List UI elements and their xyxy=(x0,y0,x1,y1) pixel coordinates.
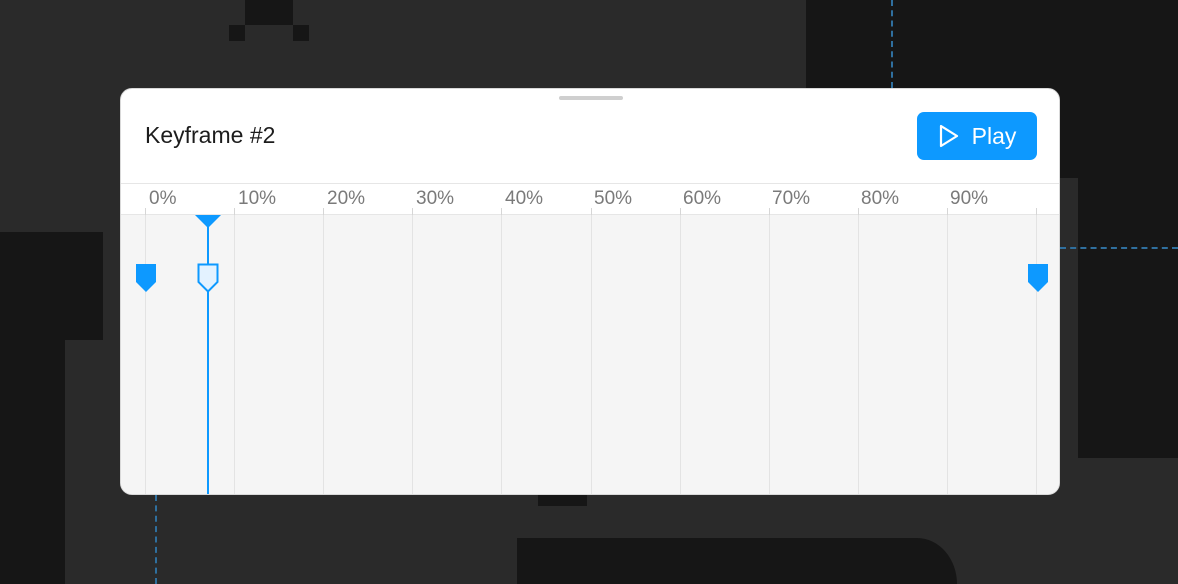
keyframe-marker-selected[interactable] xyxy=(197,263,219,298)
tick-label: 90% xyxy=(950,188,989,209)
keyframe-marker-start[interactable] xyxy=(135,263,157,298)
canvas-block xyxy=(517,538,957,584)
guide-line xyxy=(155,495,157,584)
grid-line xyxy=(145,215,146,494)
canvas-block xyxy=(229,25,245,41)
guide-line xyxy=(1060,247,1178,249)
tick-mark xyxy=(501,208,502,216)
tick-label: 60% xyxy=(683,188,722,209)
canvas-block xyxy=(0,340,65,584)
tick-mark xyxy=(680,208,681,216)
grid-line xyxy=(769,215,770,494)
playhead-line[interactable] xyxy=(207,215,209,494)
grid-line xyxy=(858,215,859,494)
timeline-track[interactable] xyxy=(121,215,1059,494)
tick-label: 50% xyxy=(594,188,633,209)
play-button[interactable]: Play xyxy=(917,112,1037,160)
tick-mark xyxy=(858,208,859,216)
tick-label: 20% xyxy=(327,188,366,209)
grid-line xyxy=(947,215,948,494)
grid-line xyxy=(591,215,592,494)
tick-label: 0% xyxy=(149,188,177,209)
play-label: Play xyxy=(971,122,1017,149)
tick-mark xyxy=(412,208,413,216)
grid-line xyxy=(412,215,413,494)
grid-line xyxy=(501,215,502,494)
tick-mark xyxy=(769,208,770,216)
guide-line xyxy=(891,0,893,88)
playhead-handle[interactable] xyxy=(195,215,221,233)
canvas-block xyxy=(538,495,587,506)
tick-mark xyxy=(234,208,235,216)
tick-mark xyxy=(145,208,146,216)
grid-line xyxy=(1036,215,1037,494)
grid-line xyxy=(323,215,324,494)
canvas-block xyxy=(1078,178,1178,458)
play-icon xyxy=(938,124,960,148)
grid-line xyxy=(680,215,681,494)
keyframe-marker-end[interactable] xyxy=(1027,263,1049,298)
tick-mark xyxy=(323,208,324,216)
tick-mark xyxy=(1036,208,1037,216)
tick-label: 70% xyxy=(772,188,811,209)
tick-mark xyxy=(591,208,592,216)
tick-mark xyxy=(947,208,948,216)
canvas-block xyxy=(293,25,309,41)
canvas-block xyxy=(0,232,103,340)
panel-title: Keyframe #2 xyxy=(145,122,276,148)
tick-label: 10% xyxy=(238,188,277,209)
tick-label: 30% xyxy=(416,188,455,209)
drag-handle[interactable] xyxy=(559,96,623,100)
tick-label: 40% xyxy=(505,188,544,209)
canvas-block xyxy=(245,0,293,25)
keyframe-panel: Keyframe #2 Play 0% 10% 20% 30% 40% 50% … xyxy=(120,88,1060,495)
tick-label: 80% xyxy=(861,188,900,209)
grid-line xyxy=(234,215,235,494)
timeline-ruler[interactable]: 0% 10% 20% 30% 40% 50% 60% 70% 80% 90% xyxy=(121,183,1059,216)
